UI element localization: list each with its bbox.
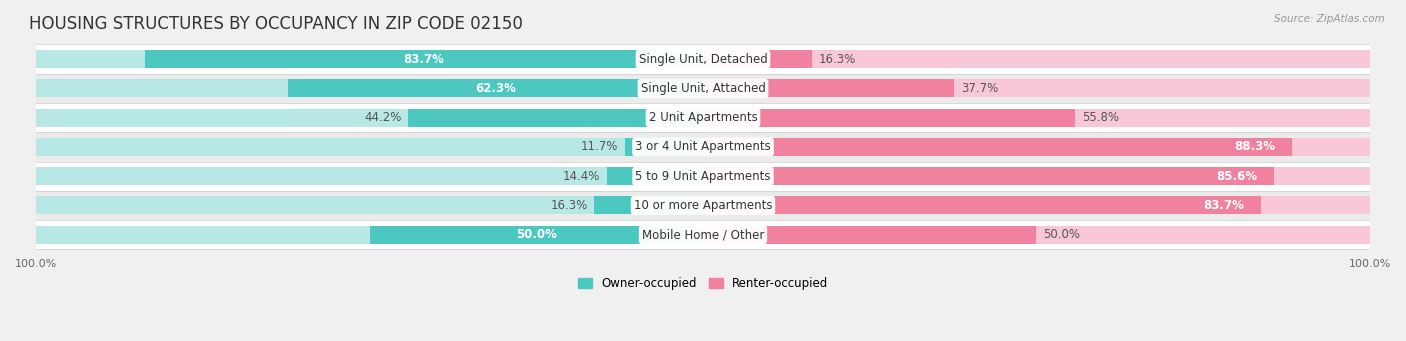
Bar	[37, 103, 1369, 132]
Bar	[37, 50, 703, 68]
Bar	[37, 44, 1369, 74]
Bar	[37, 226, 703, 244]
Text: 62.3%: 62.3%	[475, 82, 516, 95]
Text: 50.0%: 50.0%	[516, 228, 557, 241]
Bar	[37, 162, 1369, 191]
Bar	[703, 79, 955, 98]
Bar	[370, 226, 703, 244]
Bar	[626, 138, 703, 156]
Text: 5 to 9 Unit Apartments: 5 to 9 Unit Apartments	[636, 170, 770, 183]
Text: 37.7%: 37.7%	[962, 82, 998, 95]
Bar	[703, 196, 1261, 214]
Text: 44.2%: 44.2%	[364, 111, 402, 124]
Bar	[703, 108, 1369, 127]
Text: Source: ZipAtlas.com: Source: ZipAtlas.com	[1274, 14, 1385, 24]
Bar	[703, 167, 1369, 185]
Bar	[37, 74, 1369, 103]
Text: 16.3%: 16.3%	[550, 199, 588, 212]
Bar	[288, 79, 703, 98]
Bar	[37, 167, 703, 185]
Bar	[703, 50, 1369, 68]
Bar	[703, 50, 811, 68]
Text: HOUSING STRUCTURES BY OCCUPANCY IN ZIP CODE 02150: HOUSING STRUCTURES BY OCCUPANCY IN ZIP C…	[30, 15, 523, 33]
Text: 11.7%: 11.7%	[581, 140, 619, 153]
Bar	[37, 220, 1369, 249]
Bar	[595, 196, 703, 214]
Text: Single Unit, Detached: Single Unit, Detached	[638, 53, 768, 65]
Bar	[607, 167, 703, 185]
Text: Single Unit, Attached: Single Unit, Attached	[641, 82, 765, 95]
Bar	[145, 50, 703, 68]
Text: 83.7%: 83.7%	[1204, 199, 1244, 212]
Legend: Owner-occupied, Renter-occupied: Owner-occupied, Renter-occupied	[572, 272, 834, 295]
Bar	[37, 108, 703, 127]
Bar	[703, 196, 1369, 214]
Bar	[703, 79, 1369, 98]
Bar	[37, 191, 1369, 220]
Text: 2 Unit Apartments: 2 Unit Apartments	[648, 111, 758, 124]
Bar	[408, 108, 703, 127]
Text: 85.6%: 85.6%	[1216, 170, 1257, 183]
Text: 16.3%: 16.3%	[818, 53, 856, 65]
Bar	[703, 108, 1076, 127]
Bar	[703, 138, 1369, 156]
Text: 14.4%: 14.4%	[562, 170, 600, 183]
Bar	[37, 79, 703, 98]
Bar	[703, 138, 1292, 156]
Bar	[703, 226, 1369, 244]
Bar	[37, 196, 703, 214]
Bar	[37, 132, 1369, 162]
Text: Mobile Home / Other: Mobile Home / Other	[641, 228, 765, 241]
Bar	[703, 167, 1274, 185]
Bar	[37, 138, 703, 156]
Text: 88.3%: 88.3%	[1234, 140, 1275, 153]
Text: 3 or 4 Unit Apartments: 3 or 4 Unit Apartments	[636, 140, 770, 153]
Text: 55.8%: 55.8%	[1081, 111, 1119, 124]
Text: 10 or more Apartments: 10 or more Apartments	[634, 199, 772, 212]
Text: 83.7%: 83.7%	[404, 53, 444, 65]
Text: 50.0%: 50.0%	[1043, 228, 1080, 241]
Bar	[703, 226, 1036, 244]
